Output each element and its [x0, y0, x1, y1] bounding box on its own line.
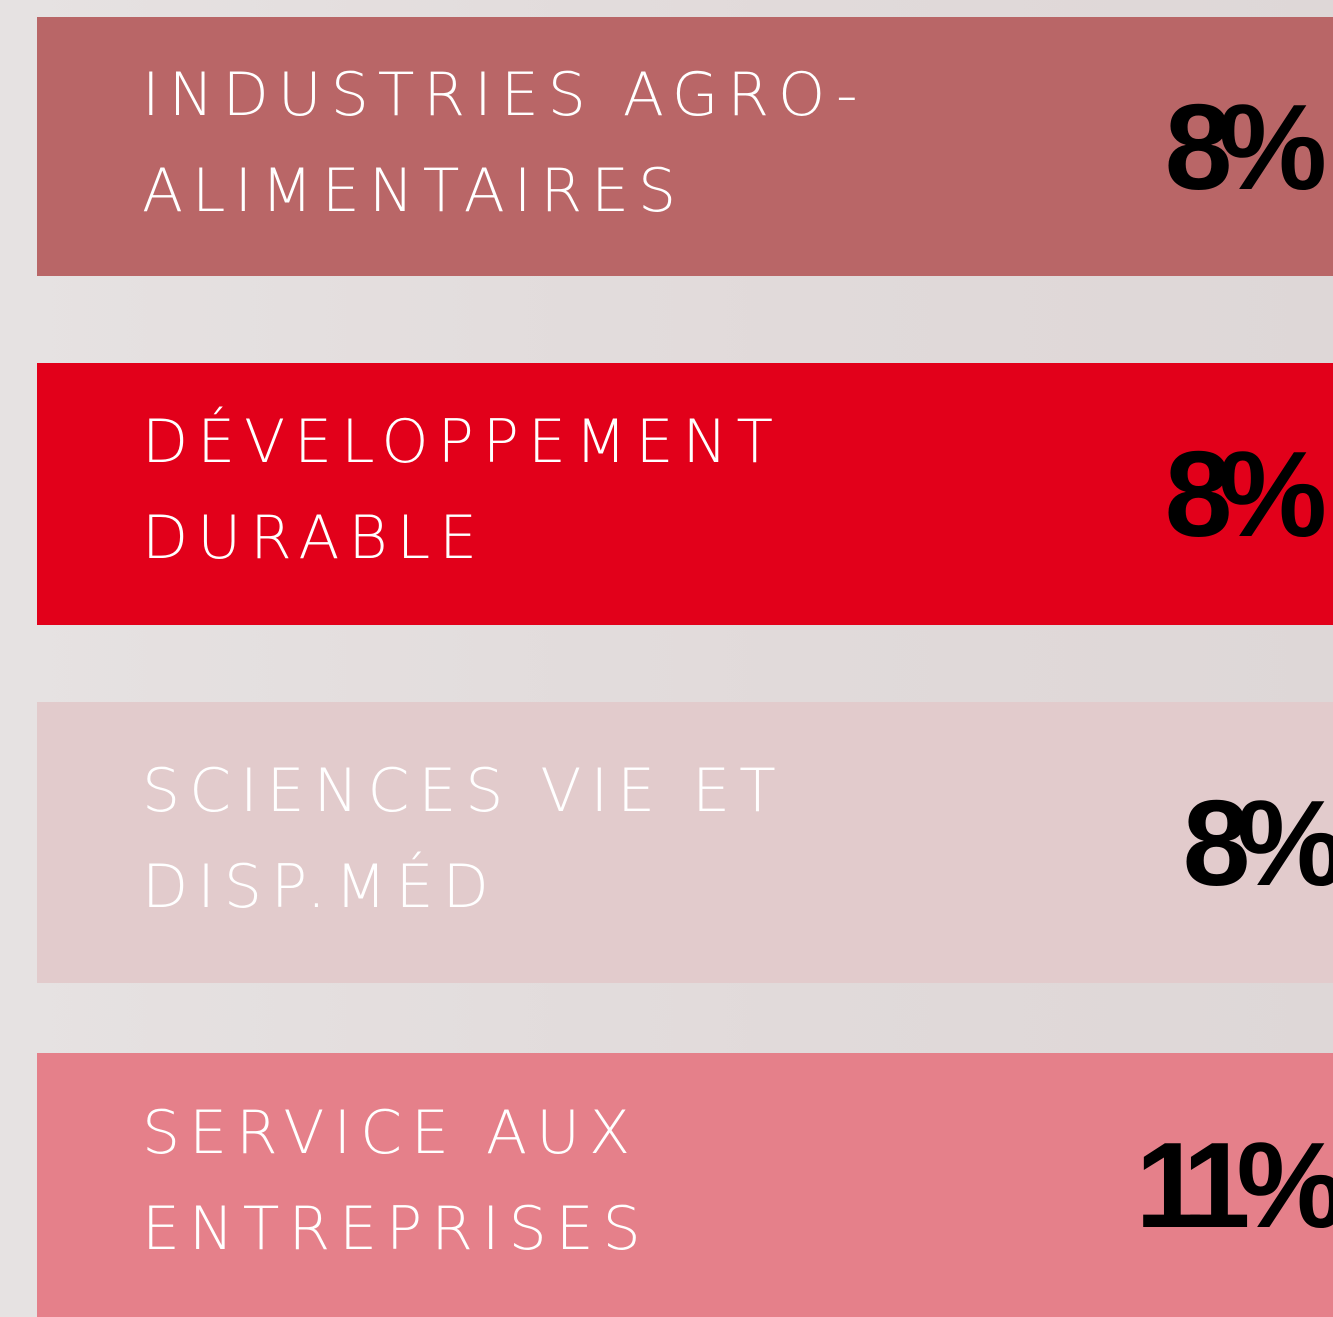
sector-row: SERVICE AUX ENTREPRISES 11% — [37, 1053, 1333, 1317]
sector-label: SERVICE AUX — [142, 1098, 640, 1168]
sector-row: DÉVELOPPEMENT DURABLE 8% — [37, 363, 1333, 625]
sector-percent: 8% — [1164, 426, 1327, 562]
sector-row: INDUSTRIES AGRO- ALIMENTAIRES 8% — [37, 17, 1333, 276]
sector-label: DISP.MÉD — [142, 851, 498, 922]
sector-percent: 11% — [1135, 1117, 1333, 1253]
sector-label: ALIMENTAIRES — [142, 155, 686, 226]
sector-label: ENTREPRISES — [142, 1194, 650, 1264]
sector-label: DÉVELOPPEMENT — [142, 407, 783, 477]
sector-percent: 8% — [1182, 774, 1333, 911]
sector-row: SCIENCES VIE ET DISP.MÉD 8% — [37, 702, 1333, 983]
sector-label: SCIENCES VIE ET — [142, 755, 785, 826]
sector-label: DURABLE — [142, 503, 487, 573]
sector-percent: 8% — [1164, 78, 1327, 215]
sector-label: INDUSTRIES AGRO- — [142, 59, 867, 130]
